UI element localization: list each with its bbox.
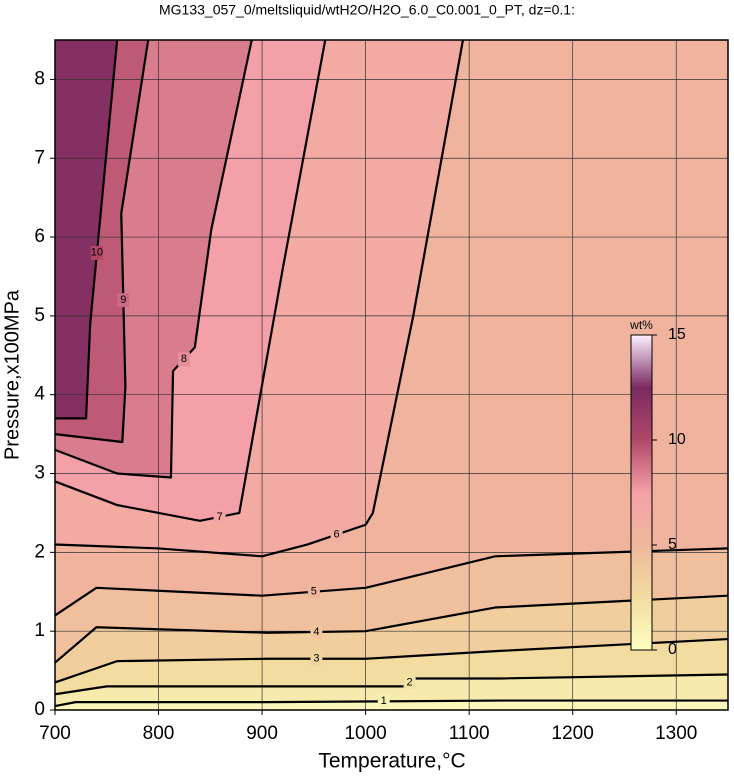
contour-label: 1 — [381, 695, 387, 707]
contour-label: 7 — [217, 511, 223, 523]
contour-label-bg — [330, 527, 343, 542]
contour-label: 4 — [313, 626, 319, 638]
colorbar — [630, 334, 653, 651]
y-axis-label: Pressure,x100MPa — [1, 289, 23, 460]
chart-title: MG133_057_0/meltsliquid/wtH2O/H2O_6.0_C0… — [159, 2, 575, 18]
contour-label-bg — [90, 245, 103, 260]
x-tick-label: 1000 — [344, 723, 386, 744]
y-tick-label: 7 — [34, 147, 45, 168]
colorbar-tick-label: 5 — [668, 536, 677, 553]
x-tick-label: 1300 — [655, 723, 697, 744]
contour-line — [55, 39, 119, 420]
x-tick-label: 900 — [246, 723, 278, 744]
contour-label-bg — [117, 293, 130, 308]
contour-fill — [55, 40, 728, 710]
plot-frame — [54, 39, 729, 711]
x-tick-label: 800 — [143, 723, 175, 744]
y-tick-label: 6 — [34, 226, 45, 247]
contour-label: 2 — [407, 676, 413, 688]
contour-label: 6 — [334, 529, 340, 541]
contour-label-bg — [403, 675, 416, 690]
y-tick-label: 2 — [34, 541, 45, 562]
y-tick-label: 8 — [34, 68, 45, 89]
contour-label: 10 — [91, 247, 103, 259]
contour-label: 9 — [120, 294, 126, 306]
colorbar-tick-label: 15 — [668, 326, 686, 343]
contour-line — [54, 699, 728, 708]
colorbar-tick-label: 10 — [668, 431, 686, 448]
contour-line — [54, 39, 253, 479]
y-tick-label: 5 — [34, 305, 45, 326]
contour-label: 5 — [311, 586, 317, 598]
x-tick-label: 700 — [39, 723, 71, 744]
contour-label-bg — [177, 352, 190, 367]
contour-label-bg — [213, 509, 226, 524]
contour-label-bg — [377, 694, 390, 709]
contour-line — [54, 39, 150, 444]
y-tick-label: 3 — [34, 463, 45, 484]
y-tick-label: 1 — [34, 620, 45, 641]
x-axis-label: Temperature,°C — [318, 750, 465, 773]
colorbar-tick-label: 0 — [668, 641, 677, 658]
contour-label: 8 — [181, 353, 187, 365]
y-tick-label: 4 — [34, 384, 45, 405]
contour-label-bg — [307, 584, 320, 599]
contour-label-bg — [310, 651, 323, 666]
contour-label: 3 — [313, 653, 319, 665]
x-tick-label: 1100 — [449, 723, 490, 744]
contour-label-bg — [310, 624, 323, 639]
x-tick-label: 1200 — [552, 723, 594, 744]
colorbar-label: wt% — [629, 318, 653, 332]
y-tick-label: 0 — [34, 699, 45, 720]
